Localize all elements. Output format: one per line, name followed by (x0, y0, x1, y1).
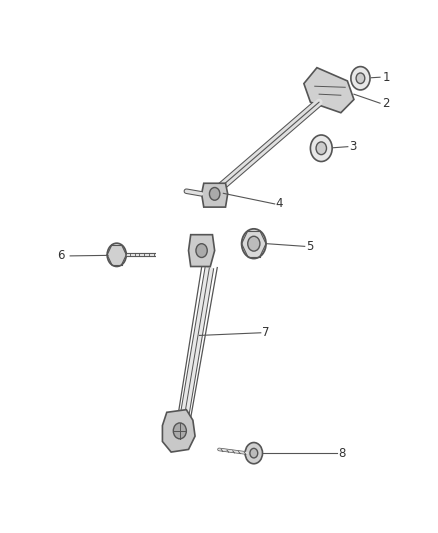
Polygon shape (304, 68, 354, 113)
Ellipse shape (196, 244, 207, 257)
Text: 2: 2 (382, 96, 390, 110)
Text: 4: 4 (276, 197, 283, 211)
Polygon shape (162, 410, 195, 452)
Polygon shape (188, 235, 215, 266)
Ellipse shape (173, 423, 186, 439)
Ellipse shape (311, 135, 332, 161)
Text: 8: 8 (339, 447, 346, 459)
Text: 5: 5 (306, 240, 314, 253)
Ellipse shape (107, 243, 126, 266)
Ellipse shape (351, 67, 370, 90)
Ellipse shape (242, 229, 266, 259)
Text: 6: 6 (57, 249, 64, 262)
Ellipse shape (316, 142, 326, 155)
Ellipse shape (245, 442, 262, 464)
Ellipse shape (356, 73, 365, 84)
Text: 1: 1 (382, 71, 390, 84)
Ellipse shape (250, 448, 258, 458)
Text: 3: 3 (350, 140, 357, 153)
Text: 7: 7 (261, 326, 269, 340)
Ellipse shape (209, 188, 220, 200)
Ellipse shape (248, 236, 260, 251)
Polygon shape (201, 183, 228, 207)
